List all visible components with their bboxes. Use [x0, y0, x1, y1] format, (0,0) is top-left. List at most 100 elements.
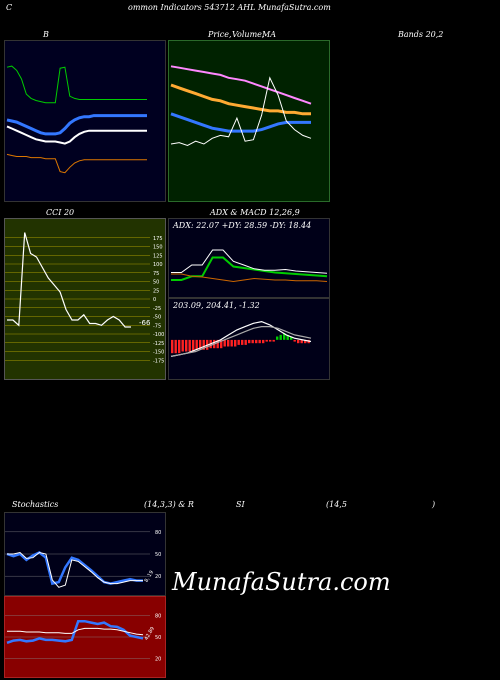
- page-title: ommon Indicators 543712 AHL MunafaSutra.…: [128, 3, 331, 12]
- adx-series-1: [171, 249, 328, 274]
- rsi-series-0: [6, 619, 144, 644]
- cci-tick-label: -50: [153, 315, 161, 321]
- macd-histogram-bar: [181, 339, 184, 352]
- cci-tick-label: 50: [153, 280, 159, 286]
- bollinger-chart: [6, 65, 147, 174]
- cci-tick-label: 0: [153, 297, 156, 303]
- macd-histogram-bar: [286, 334, 289, 340]
- macd-histogram-bar: [185, 339, 188, 352]
- rsi-params-caption: (14,5: [326, 500, 347, 509]
- cci-caption: CCI 20: [46, 208, 75, 217]
- watermark: MunafaSutra.com: [172, 568, 391, 596]
- macd-panel: 203.09, 204.41, -1.32: [168, 298, 330, 380]
- cci-tick-label: 150: [153, 245, 163, 251]
- macd-histogram-bar: [293, 339, 296, 342]
- bb-caption: B: [43, 30, 49, 39]
- stochastics-series-0: [6, 551, 143, 586]
- macd-chart: [170, 320, 312, 357]
- cci-tick-label: 175: [153, 236, 163, 242]
- cci-tick-label: 75: [153, 271, 159, 277]
- cci-tick-label: -175: [153, 358, 164, 364]
- macd-histogram-bar: [279, 334, 282, 340]
- macd-histogram-bar: [216, 339, 219, 349]
- macd-histogram-bar: [223, 339, 226, 347]
- macd-histogram-bar: [262, 339, 265, 344]
- price_ma-series-0: [170, 65, 312, 105]
- macd-histogram-bar: [199, 339, 202, 350]
- cci-tick-label: -125: [153, 341, 164, 347]
- cci-tick-label: 100: [153, 262, 163, 268]
- rsi-panel: 80 50 20 42.89: [4, 596, 166, 678]
- stochastics-tick-label: 80: [155, 530, 161, 536]
- stochastics-tick-label: 50: [155, 552, 161, 558]
- macd-histogram-bar: [174, 339, 177, 354]
- stochastics-series-1: [7, 551, 143, 588]
- cci-last-label: -66: [139, 319, 151, 327]
- macd-histogram-bar: [230, 339, 233, 347]
- price-panel: [168, 40, 330, 202]
- adx-panel: ADX: 22.07 +DY: 28.59 -DY: 18.44: [168, 218, 330, 298]
- cci-tick-label: -25: [153, 306, 161, 312]
- macd-histogram-bar: [248, 339, 251, 344]
- bands-caption: Bands 20,2: [398, 30, 444, 39]
- cci-tick-label: 125: [153, 253, 163, 259]
- macd-histogram-bar: [178, 339, 181, 354]
- macd-histogram-bar: [234, 339, 237, 347]
- macd-histogram-bar: [188, 339, 191, 352]
- volume-caption: Volume,: [232, 30, 265, 39]
- bollinger-panel: [4, 40, 166, 202]
- header-c: C: [6, 3, 13, 12]
- macd-histogram-bar: [192, 339, 195, 352]
- cci-tick-label: -100: [153, 332, 164, 338]
- stoch-chart: 80 50 208, 19: [5, 530, 161, 588]
- macd-histogram-bar: [171, 339, 174, 354]
- adx-chart: [171, 249, 328, 283]
- price_ma-series-3: [170, 76, 312, 147]
- macd-values-label: 203.09, 204.41, -1.32: [173, 301, 260, 310]
- adx-series-2: [171, 273, 328, 283]
- bollinger-series-0: [6, 65, 147, 104]
- bollinger-series-3: [6, 153, 147, 174]
- macd-histogram-bar: [269, 339, 272, 342]
- macd-histogram-bar: [255, 339, 258, 344]
- stoch-params-caption: (14,3,3) & R: [144, 500, 194, 509]
- macd-histogram-bar: [241, 339, 244, 345]
- macd-histogram-bar: [276, 336, 279, 340]
- close-paren-caption: ): [432, 500, 436, 509]
- macd-histogram-bar: [195, 339, 198, 350]
- rsi-tick-label: 20: [155, 657, 161, 663]
- bollinger-series-2: [6, 125, 147, 145]
- macd-histogram-bar: [283, 333, 286, 340]
- cci-panel: 175 150 125 100 75 50 25 0 -25 -50 -75 -100 -125 -150…: [4, 218, 166, 380]
- macd-histogram-bar: [244, 339, 247, 345]
- stochastics-last-label: 8, 19: [144, 570, 156, 584]
- macd-histogram-bar: [297, 339, 300, 344]
- macd-histogram-bar: [220, 339, 223, 349]
- si-caption: SI: [236, 500, 245, 509]
- macd-histogram-bar: [300, 339, 303, 344]
- bollinger-series-1: [6, 114, 147, 136]
- macd-histogram-bar: [237, 339, 240, 345]
- price-caption: Price,: [208, 30, 232, 39]
- macd-histogram-bar: [258, 339, 261, 344]
- macd-histogram-bar: [304, 339, 307, 344]
- cci-tick-label: 25: [153, 288, 159, 294]
- macd-series-1: [170, 326, 312, 357]
- price_ma-series-1: [170, 83, 311, 116]
- macd-series-0: [170, 320, 312, 357]
- price-chart: [170, 65, 312, 147]
- cci-tick-label: -75: [153, 323, 161, 329]
- rsi-tick-label: 80: [155, 613, 161, 619]
- stoch-caption: Stochastics: [12, 500, 59, 509]
- cci-series: [7, 232, 131, 328]
- stochastics-tick-label: 20: [155, 574, 161, 580]
- rsi-series-1: [7, 627, 144, 636]
- stoch-panel: 80 50 20 8, 19: [4, 512, 166, 596]
- macd-histogram-bar: [251, 339, 254, 344]
- cci-chart: 175 150 125 100 75 50 25 0 -25 -50 -75 -100 -125 -150…: [5, 232, 164, 364]
- cci-tick-label: -150: [153, 350, 164, 356]
- macd-histogram-bar: [265, 339, 268, 342]
- rsi-tick-label: 50: [155, 635, 161, 641]
- macd-histogram-bar: [202, 339, 205, 350]
- ma-caption: MA: [262, 30, 276, 39]
